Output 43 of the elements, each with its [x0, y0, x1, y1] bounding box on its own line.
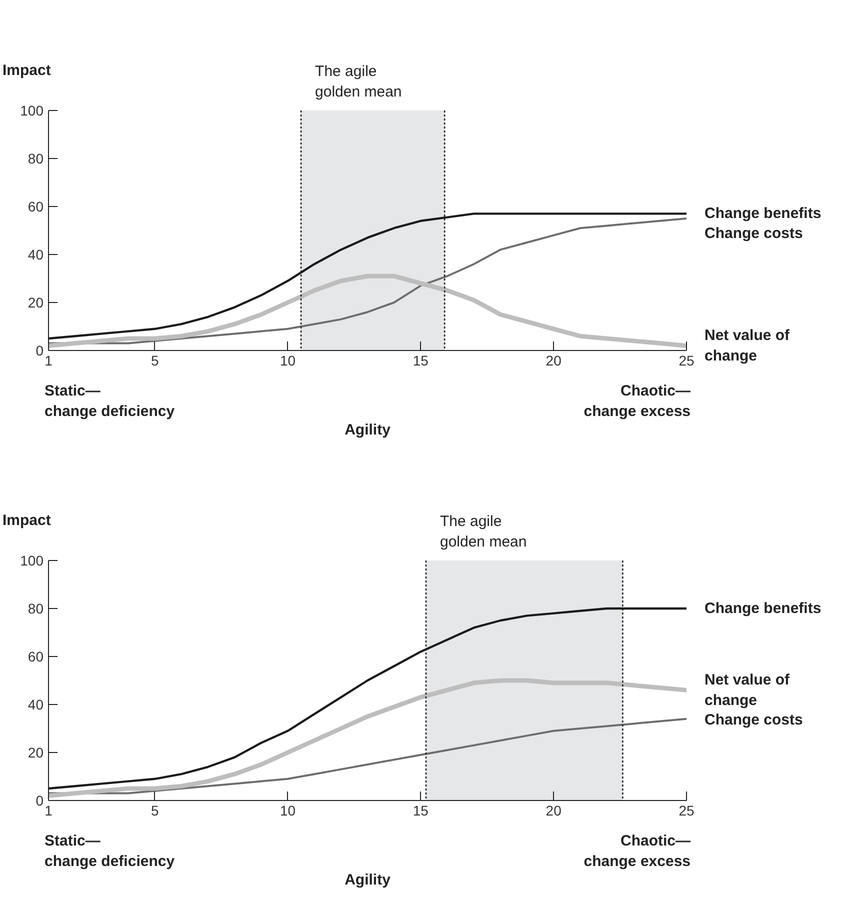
series-label: Net value of change — [704, 671, 791, 709]
x-tick-label: 25 — [678, 352, 694, 368]
text: Chaotic— change excess — [584, 382, 691, 420]
x-tick-label: 1 — [44, 802, 53, 818]
x-tick-label: 5 — [150, 802, 159, 818]
y-tick-label: 100 — [20, 552, 44, 568]
series-label: Change costs — [704, 712, 803, 729]
y-tick-label: 20 — [28, 294, 44, 310]
x-axis-title: Agility — [344, 872, 392, 888]
line-series — [48, 274, 686, 348]
band-label: The agile golden mean — [440, 513, 527, 550]
text: Chaotic— change excess — [584, 832, 691, 870]
x-axis-title: Agility — [344, 422, 392, 438]
x-tick-label: 15 — [412, 352, 429, 368]
series-label: Change benefits — [704, 600, 822, 617]
y-tick-label: 80 — [28, 600, 44, 616]
x-tick-label: 15 — [412, 802, 429, 818]
text: Static— change deficiency — [44, 832, 176, 870]
x-tick-label: 20 — [546, 802, 562, 818]
text: Static— change deficiency — [44, 382, 176, 420]
x-tick-label: 20 — [546, 352, 562, 368]
y-tick-label: 60 — [28, 198, 44, 214]
y-tick-label: 80 — [28, 150, 44, 166]
y-axis-title: Impact — [2, 62, 51, 79]
x-tick-label: 1 — [44, 352, 53, 368]
y-axis-title: Impact — [2, 512, 51, 529]
y-tick-label: 20 — [28, 744, 44, 760]
line-series — [48, 678, 686, 798]
y-tick-label: 100 — [20, 102, 44, 118]
x-tick-label: 10 — [280, 802, 296, 818]
y-tick-label: 60 — [28, 648, 44, 664]
x-tick-label: 10 — [280, 352, 296, 368]
band-label: The agile golden mean — [315, 63, 402, 100]
x-tick-label: 5 — [150, 352, 159, 368]
y-tick-label: 40 — [28, 696, 44, 712]
y-tick-label: 40 — [28, 246, 44, 262]
series-label: Change benefits — [704, 205, 822, 222]
y-tick-label: 0 — [36, 342, 44, 358]
y-tick-label: 0 — [36, 792, 44, 808]
series-label: Change costs — [704, 225, 803, 242]
series-label: Net value of change — [704, 327, 791, 364]
line-series — [48, 718, 686, 794]
x-tick-label: 25 — [678, 802, 694, 818]
